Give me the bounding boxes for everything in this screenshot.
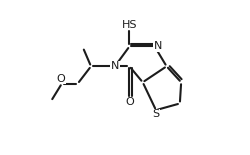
Text: S: S	[152, 109, 160, 119]
Text: HS: HS	[122, 20, 137, 30]
Text: O: O	[57, 74, 66, 84]
Text: O: O	[125, 97, 134, 107]
Text: N: N	[111, 61, 119, 71]
Text: N: N	[154, 41, 162, 51]
